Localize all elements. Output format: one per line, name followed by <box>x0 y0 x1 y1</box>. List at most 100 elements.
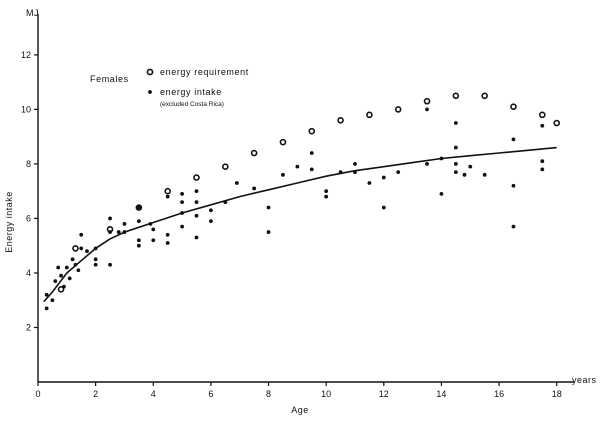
energy-intake-point <box>53 279 58 284</box>
energy-intake-point <box>462 172 467 177</box>
energy-intake-point <box>209 208 213 213</box>
x-tick-label: 18 <box>552 389 562 399</box>
energy-intake-point <box>59 273 63 278</box>
energy-intake-point <box>56 265 61 270</box>
energy-intake-point <box>367 181 372 185</box>
x-ticks: 0 2 4 6 8 10 12 14 16 18 <box>35 382 562 399</box>
legend-note-energy-intake: (excluded Costa Rica) <box>160 101 224 108</box>
energy-intake-point <box>511 183 516 188</box>
energy-intake-point <box>252 186 257 191</box>
energy-requirement-point <box>250 149 258 157</box>
energy-intake-point <box>540 159 545 164</box>
energy-intake-point <box>165 241 170 245</box>
x-tick-label: 16 <box>494 389 504 399</box>
energy-intake-point <box>324 194 329 199</box>
energy-requirement-point <box>510 103 517 110</box>
energy-requirement-points <box>57 92 561 293</box>
x-tick-label: 0 <box>35 389 40 399</box>
energy-intake-point <box>165 232 170 237</box>
energy-intake-point <box>223 200 228 204</box>
y-axis-unit: MJ <box>26 8 39 18</box>
energy-intake-point <box>180 192 184 196</box>
y-tick-label: 12 <box>21 50 31 60</box>
energy-intake-point <box>540 123 545 128</box>
energy-intake-point <box>381 205 386 210</box>
energy-intake-point <box>468 164 473 169</box>
y-tick-label: 6 <box>26 213 31 223</box>
energy-intake-point <box>44 292 49 297</box>
energy-intake-point <box>85 249 89 254</box>
energy-requirement-point <box>394 106 402 113</box>
energy-intake-point <box>453 145 458 150</box>
x-axis-unit: years <box>572 375 597 385</box>
energy-intake-points <box>44 107 545 311</box>
energy-intake-point <box>70 257 75 262</box>
energy-intake-point <box>439 156 444 161</box>
energy-intake-point <box>79 246 84 251</box>
y-tick-label: 8 <box>26 159 31 169</box>
energy-intake-point <box>266 230 271 234</box>
energy-requirement-point <box>337 117 344 124</box>
energy-intake-point <box>108 230 112 234</box>
energy-intake-point <box>116 230 121 234</box>
energy-intake-point <box>108 262 112 267</box>
energy-intake-point <box>324 189 329 194</box>
x-tick-label: 4 <box>151 389 156 399</box>
legend-marker-energy-intake <box>148 90 152 94</box>
energy-intake-point <box>453 162 458 166</box>
energy-intake-point <box>266 205 271 210</box>
energy-requirement-point <box>481 92 488 100</box>
energy-intake-point <box>79 232 84 237</box>
y-tick-label: 2 <box>26 322 31 332</box>
y-ticks: 2 4 6 8 10 12 <box>21 50 38 332</box>
energy-intake-point <box>180 224 184 229</box>
energy-intake-point <box>180 211 184 215</box>
energy-intake-point <box>136 238 141 243</box>
energy-intake-point <box>67 276 72 281</box>
energy-requirement-point <box>423 97 431 105</box>
x-tick-label: 12 <box>379 389 389 399</box>
energy-requirement-point <box>308 127 316 135</box>
x-tick-label: 10 <box>321 389 331 399</box>
x-tick-label: 6 <box>208 389 213 399</box>
energy-intake-point <box>396 170 401 175</box>
energy-intake-point <box>50 298 55 303</box>
energy-intake-point <box>453 121 458 125</box>
energy-requirement-point <box>279 138 287 146</box>
legend-marker-energy-requirement <box>146 68 154 76</box>
energy-intake-point <box>180 200 184 204</box>
energy-requirement-point <box>193 174 200 181</box>
energy-intake-point <box>136 205 141 210</box>
y-tick-label: 4 <box>26 268 31 278</box>
energy-requirement-point <box>366 111 373 119</box>
energy-requirement-point <box>452 92 460 100</box>
energy-intake-point <box>511 137 516 142</box>
energy-intake-point <box>209 219 213 224</box>
energy-intake-point <box>540 167 545 172</box>
energy-intake-point <box>295 164 300 169</box>
x-tick-label: 14 <box>436 389 446 399</box>
energy-intake-point <box>353 162 357 166</box>
energy-intake-point <box>482 172 487 177</box>
energy-intake-point <box>309 167 314 172</box>
energy-intake-point <box>122 221 127 226</box>
energy-intake-point <box>62 284 66 289</box>
energy-intake-point <box>165 194 170 199</box>
energy-intake-point <box>93 262 98 267</box>
energy-intake-point <box>93 246 98 251</box>
energy-intake-point <box>76 268 81 273</box>
energy-intake-point <box>148 221 153 226</box>
energy-intake-point <box>136 243 141 248</box>
energy-intake-point <box>136 219 141 224</box>
energy-intake-point <box>151 238 156 243</box>
energy-intake-point <box>73 262 78 267</box>
energy-requirement-point <box>553 119 561 127</box>
energy-intake-point <box>108 216 112 221</box>
energy-intake-point <box>194 200 199 204</box>
energy-requirement-point <box>57 286 65 293</box>
energy-intake-point <box>381 175 386 180</box>
energy-intake-point <box>353 170 357 175</box>
energy-intake-point <box>93 257 98 262</box>
energy-requirement-point <box>539 111 546 119</box>
axes <box>37 14 574 383</box>
